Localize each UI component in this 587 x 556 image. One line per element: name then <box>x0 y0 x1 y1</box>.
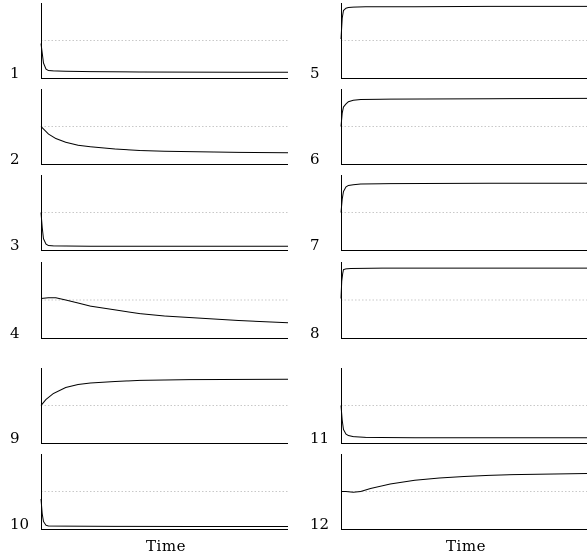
panel-9-label: 9 <box>10 429 20 447</box>
panel-1-label: 1 <box>10 64 20 82</box>
panel-5-series-line <box>340 5 587 40</box>
panel-2-series-line <box>40 126 289 154</box>
panel-11-series-line <box>340 405 587 439</box>
panel-3-label: 3 <box>10 236 20 254</box>
panel-4: 4 <box>10 262 289 342</box>
panel-4-label: 4 <box>10 324 20 342</box>
panel-12-series-line <box>341 473 587 493</box>
panel-8-series-line <box>340 267 587 299</box>
panel-3-series-line <box>40 212 288 247</box>
panel-12-label: 12 <box>310 515 329 533</box>
panel-6-series-line <box>340 97 587 127</box>
panel-1: 1 <box>10 3 289 82</box>
x-axis-label-left: Time <box>146 537 186 555</box>
panel-1-series-line <box>40 43 289 73</box>
panel-8: 8 <box>310 262 587 342</box>
panel-11: 11 <box>310 368 587 447</box>
panel-8-label: 8 <box>310 324 320 342</box>
panel-4-series-line <box>40 297 289 324</box>
panel-10-label: 10 <box>10 515 29 533</box>
panel-11-label: 11 <box>310 429 329 447</box>
panel-10-series-line <box>40 498 288 528</box>
panel-2: 2 <box>10 89 289 168</box>
panel-6-label: 6 <box>310 150 320 168</box>
panel-9-series-line <box>40 378 289 406</box>
panel-10: 10 <box>10 454 288 533</box>
panel-5: 5 <box>310 3 587 82</box>
panel-3: 3 <box>10 175 288 254</box>
panel-9: 9 <box>10 368 289 447</box>
x-axis-label-right: Time <box>446 537 486 555</box>
panel-6: 6 <box>310 89 587 168</box>
panel-5-label: 5 <box>310 64 320 82</box>
panel-7: 7 <box>310 175 587 254</box>
panel-7-series-line <box>340 182 587 213</box>
panel-12: 12 <box>310 454 587 533</box>
panel-2-label: 2 <box>10 150 20 168</box>
panel-7-label: 7 <box>310 236 320 254</box>
